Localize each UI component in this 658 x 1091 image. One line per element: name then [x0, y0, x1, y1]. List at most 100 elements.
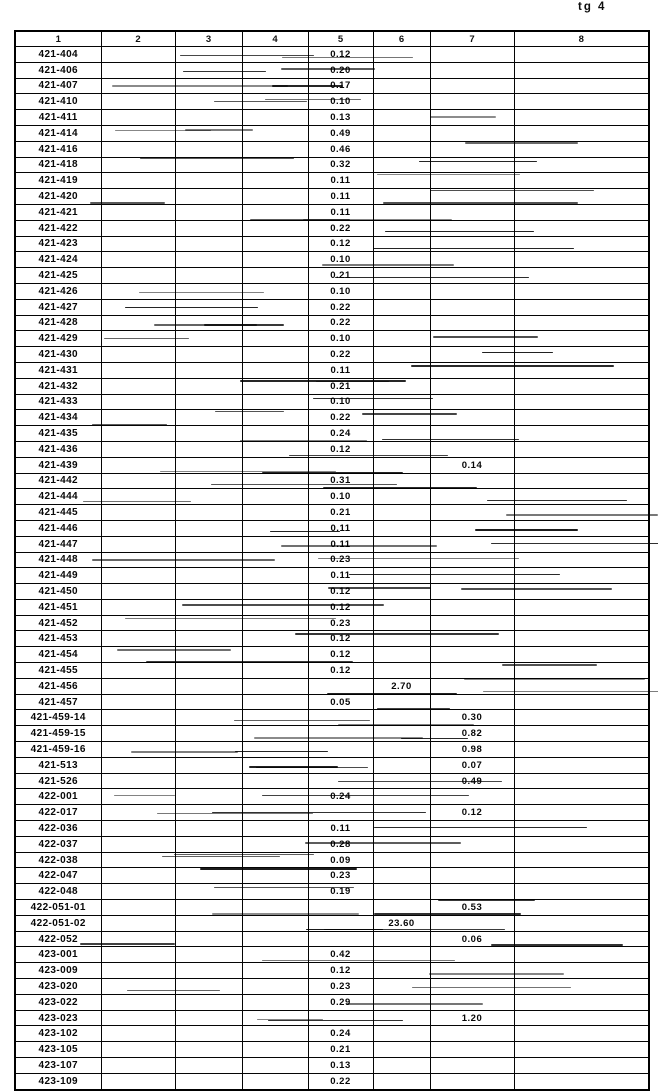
- row-id-cell: 423-009: [14, 962, 102, 980]
- empty-cell: [241, 409, 309, 427]
- empty-cell: [174, 946, 243, 964]
- table-row: 421-459-15 0.82: [14, 725, 650, 743]
- empty-cell: [372, 156, 431, 174]
- empty-cell: [513, 693, 650, 711]
- empty-cell: [100, 614, 176, 632]
- empty-cell: [513, 598, 650, 616]
- empty-cell: [513, 614, 650, 632]
- empty-cell: [372, 109, 431, 126]
- empty-cell: [429, 820, 515, 837]
- empty-cell: [513, 741, 650, 758]
- row-id-cell: 421-459-15: [14, 725, 102, 743]
- empty-cell: [372, 393, 431, 411]
- value-cell: 0.10: [307, 93, 374, 111]
- empty-cell: [241, 46, 309, 63]
- value-cell: 0.10: [307, 393, 374, 411]
- empty-cell: [429, 282, 515, 300]
- empty-cell: [174, 456, 243, 474]
- table-row: 421-446 0.11: [14, 519, 650, 537]
- empty-cell: [174, 883, 243, 901]
- empty-cell: [241, 267, 309, 284]
- value-cell: 0.06: [429, 930, 515, 948]
- table-row: 421-450 0.12: [14, 583, 650, 600]
- empty-cell: [241, 456, 309, 474]
- empty-cell: [100, 883, 176, 901]
- table-row: 421-448 0.23: [14, 551, 650, 569]
- empty-cell: [241, 835, 309, 853]
- value-cell: 0.49: [429, 772, 515, 790]
- empty-cell: [241, 630, 309, 648]
- empty-cell: [429, 219, 515, 237]
- row-id-cell: 423-102: [14, 1025, 102, 1043]
- empty-cell: [100, 914, 176, 932]
- empty-cell: [372, 314, 431, 332]
- table-row: 423-102 0.24: [14, 1025, 650, 1043]
- value-cell: 1.20: [429, 1009, 515, 1027]
- empty-cell: [372, 614, 431, 632]
- value-cell: 0.10: [307, 488, 374, 506]
- empty-cell: [100, 235, 176, 253]
- empty-cell: [241, 61, 309, 79]
- empty-cell: [429, 693, 515, 711]
- row-id-cell: 421-406: [14, 61, 102, 79]
- empty-cell: [372, 377, 431, 395]
- table-row: 421-456 2.70: [14, 677, 650, 695]
- table-body: 421-404 0.12 421-406 0.20 421-407 0.17 421-410…: [14, 46, 650, 1091]
- empty-cell: [100, 930, 176, 948]
- empty-cell: [241, 535, 309, 553]
- empty-cell: [241, 1025, 309, 1043]
- empty-cell: [307, 725, 374, 743]
- empty-cell: [513, 709, 650, 727]
- empty-cell: [174, 962, 243, 980]
- row-id-cell: 421-425: [14, 267, 102, 284]
- empty-cell: [372, 472, 431, 490]
- empty-cell: [372, 1057, 431, 1074]
- empty-cell: [513, 488, 650, 506]
- empty-cell: [372, 978, 431, 995]
- value-cell: 0.09: [307, 851, 374, 869]
- empty-cell: [100, 788, 176, 806]
- table-row: 421-419 0.11: [14, 172, 650, 190]
- value-cell: 0.23: [307, 551, 374, 569]
- value-cell: 0.13: [307, 1057, 374, 1074]
- value-cell: 0.24: [307, 425, 374, 442]
- empty-cell: [513, 725, 650, 743]
- empty-cell: [241, 172, 309, 190]
- table-row: 421-420 0.11: [14, 188, 650, 205]
- value-cell: 0.22: [307, 1072, 374, 1091]
- empty-cell: [241, 583, 309, 600]
- empty-cell: [372, 504, 431, 521]
- value-cell: 0.20: [307, 61, 374, 79]
- value-cell: 0.19: [307, 883, 374, 901]
- empty-cell: [241, 77, 309, 95]
- column-header: 6: [372, 30, 431, 47]
- table-row: 421-457 0.05: [14, 693, 650, 711]
- empty-cell: [307, 677, 374, 695]
- value-cell: 0.22: [307, 298, 374, 316]
- empty-cell: [241, 946, 309, 964]
- empty-cell: [429, 535, 515, 553]
- empty-cell: [241, 567, 309, 585]
- empty-cell: [100, 851, 176, 869]
- table-row: 423-022 0.29: [14, 993, 650, 1011]
- row-id-cell: 423-022: [14, 993, 102, 1011]
- empty-cell: [241, 930, 309, 948]
- empty-cell: [100, 251, 176, 269]
- value-cell: 0.28: [307, 835, 374, 853]
- row-id-cell: 421-418: [14, 156, 102, 174]
- empty-cell: [174, 1072, 243, 1091]
- empty-cell: [307, 930, 374, 948]
- value-cell: 0.12: [307, 962, 374, 980]
- value-cell: 0.07: [429, 756, 515, 774]
- table-row: 421-424 0.10: [14, 251, 650, 269]
- value-cell: 0.11: [307, 188, 374, 205]
- empty-cell: [174, 172, 243, 190]
- empty-cell: [372, 456, 431, 474]
- row-id-cell: 421-439: [14, 456, 102, 474]
- row-id-cell: 421-452: [14, 614, 102, 632]
- empty-cell: [174, 504, 243, 521]
- table-row: 421-421 0.11: [14, 203, 650, 221]
- empty-cell: [100, 519, 176, 537]
- value-cell: 0.11: [307, 820, 374, 837]
- value-cell: 0.12: [307, 630, 374, 648]
